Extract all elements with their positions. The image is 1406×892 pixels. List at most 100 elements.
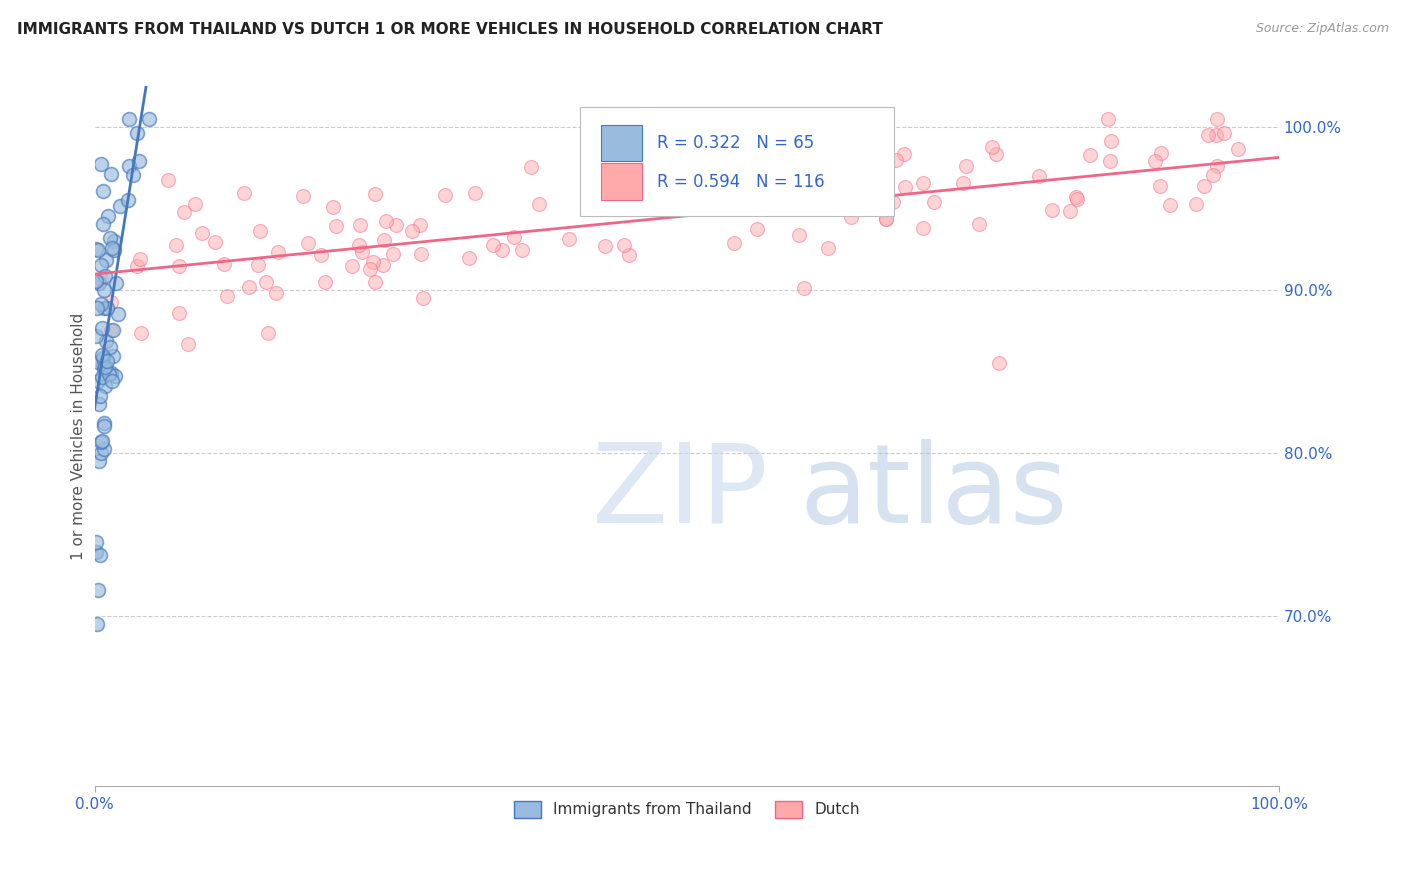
Point <box>967 217 990 231</box>
Point <box>613 237 636 252</box>
Point <box>352 245 374 260</box>
Point <box>364 186 387 201</box>
Point <box>297 235 319 250</box>
Point <box>84 328 107 343</box>
Point <box>90 296 112 310</box>
Point <box>830 174 852 188</box>
Point <box>256 326 278 340</box>
Point <box>839 210 862 224</box>
Point <box>100 367 122 381</box>
Point <box>401 224 423 238</box>
Point <box>89 397 111 411</box>
Point <box>89 272 111 286</box>
Point <box>105 277 128 291</box>
Point <box>212 258 235 272</box>
Point <box>817 241 839 255</box>
Point <box>191 227 214 241</box>
Point <box>458 251 481 265</box>
Point <box>91 218 114 232</box>
Point <box>1059 204 1081 219</box>
Point <box>118 159 141 173</box>
Point <box>1066 192 1088 206</box>
Point <box>482 238 505 252</box>
Text: atlas: atlas <box>799 439 1067 546</box>
Point <box>309 248 332 262</box>
Point <box>167 259 190 273</box>
Point <box>741 185 763 199</box>
Point <box>655 174 678 188</box>
Point <box>644 186 666 200</box>
Point <box>97 367 120 381</box>
Point <box>93 301 115 315</box>
Point <box>117 193 139 207</box>
Point <box>613 198 636 212</box>
Point <box>862 148 884 162</box>
Point <box>1098 153 1121 168</box>
Point <box>101 323 124 337</box>
Point <box>1040 202 1063 217</box>
Point <box>267 245 290 260</box>
Point <box>100 374 122 388</box>
Point <box>107 307 129 321</box>
Point <box>1185 196 1208 211</box>
Point <box>86 616 108 631</box>
Point <box>249 224 271 238</box>
Point <box>340 260 363 274</box>
Point <box>1192 178 1215 193</box>
FancyBboxPatch shape <box>602 163 641 200</box>
Point <box>91 351 114 366</box>
Legend: Immigrants from Thailand, Dutch: Immigrants from Thailand, Dutch <box>508 795 866 824</box>
Point <box>84 535 107 549</box>
Text: R = 0.322   N = 65: R = 0.322 N = 65 <box>657 134 814 152</box>
Point <box>96 301 118 315</box>
Point <box>238 280 260 294</box>
Point <box>184 197 207 211</box>
Point <box>157 173 180 187</box>
Point <box>173 205 195 219</box>
Point <box>167 306 190 320</box>
Point <box>922 194 945 209</box>
Point <box>100 323 122 337</box>
Point <box>100 294 122 309</box>
Point <box>91 184 114 198</box>
Point <box>952 177 974 191</box>
Point <box>1206 159 1229 173</box>
Point <box>233 186 256 201</box>
Point <box>84 242 107 256</box>
Point <box>138 112 160 126</box>
Point <box>89 549 111 563</box>
Point <box>128 252 150 266</box>
Point <box>86 301 108 316</box>
Point <box>127 126 149 140</box>
Text: Source: ZipAtlas.com: Source: ZipAtlas.com <box>1256 22 1389 36</box>
Point <box>89 389 111 403</box>
Point <box>434 187 457 202</box>
Point <box>374 214 396 228</box>
Point <box>491 244 513 258</box>
Point <box>1078 148 1101 162</box>
Point <box>177 337 200 351</box>
Point <box>723 235 745 250</box>
Point <box>91 348 114 362</box>
Point <box>894 180 917 194</box>
Point <box>118 112 141 126</box>
Point <box>987 356 1010 370</box>
Point <box>412 291 434 305</box>
Point <box>1097 112 1119 126</box>
Point <box>893 146 915 161</box>
Point <box>98 341 121 355</box>
Point <box>94 253 117 268</box>
Point <box>1205 112 1227 126</box>
Point <box>87 243 110 257</box>
Point <box>110 199 132 213</box>
Point <box>776 186 799 201</box>
Point <box>264 285 287 300</box>
Point <box>1149 179 1171 194</box>
Point <box>103 234 125 248</box>
Point <box>246 258 269 272</box>
Point <box>165 238 187 252</box>
Point <box>593 239 616 253</box>
Point <box>93 362 115 376</box>
Point <box>363 255 385 269</box>
Point <box>91 434 114 448</box>
